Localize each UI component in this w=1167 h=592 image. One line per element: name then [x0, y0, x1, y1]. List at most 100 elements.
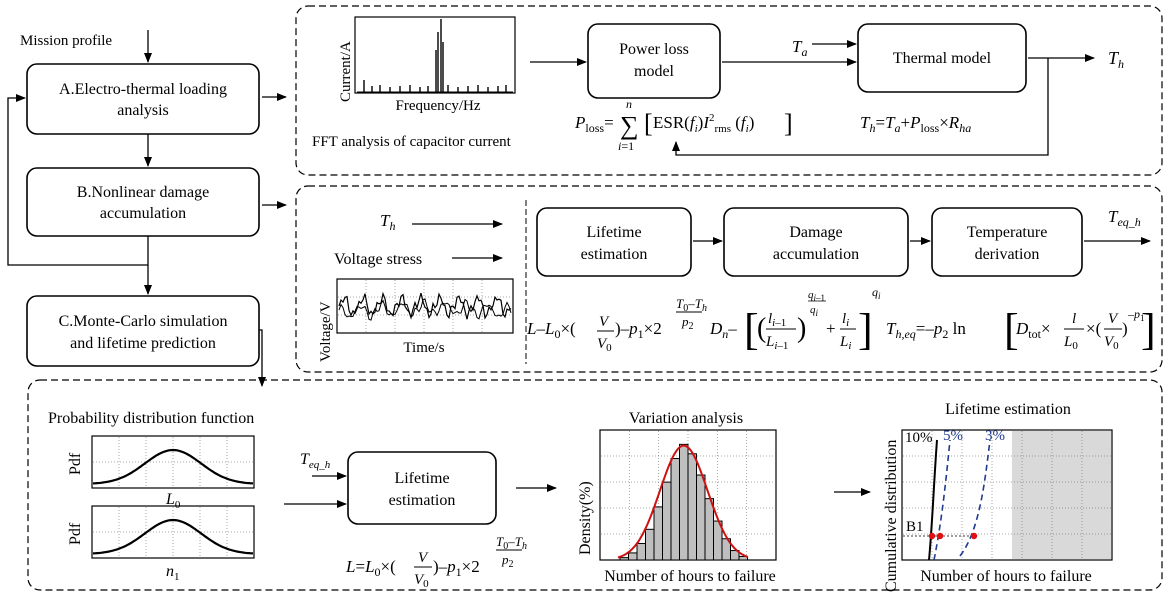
variation-title: Variation analysis [629, 410, 743, 427]
step-c-box [26, 295, 260, 367]
panel-a-border [295, 5, 1163, 176]
lifetime-estimation-box-c [347, 451, 497, 525]
histogram-bar [653, 506, 663, 561]
svg-text:qi–1: qi–1 [808, 289, 825, 303]
svg-text:×(: ×( [1086, 319, 1102, 338]
density-axis-label: Density(%) [577, 481, 594, 555]
svg-text:)–p1×2: )–p1×2 [615, 319, 662, 341]
n1-label: n1 [166, 563, 180, 583]
svg-text:): ) [797, 313, 806, 344]
histogram-bar [679, 443, 689, 561]
histogram-bar [738, 555, 748, 561]
b1-marker [928, 532, 936, 540]
lifetime-estimation-title: Lifetime estimation [945, 401, 1071, 418]
svg-text:[: [ [1004, 305, 1019, 354]
panel-b: Th Voltage stress Voltage/V Time/s Lifet… [295, 185, 1163, 373]
feedback-loop-arrow [7, 94, 148, 266]
histogram-fit-curve [617, 444, 749, 559]
step-a-line1: A.Electro-thermal loading [59, 81, 227, 98]
power-loss-box [587, 23, 721, 99]
thermal-model-label: Thermal model [893, 50, 992, 67]
thermal-model-box [857, 23, 1027, 93]
c-to-panel-arrow [258, 329, 266, 387]
time-axis-label: Time/s [403, 340, 444, 356]
pdf-curves [92, 437, 254, 557]
voltage-trace-2 [338, 298, 512, 321]
histogram-bar [704, 498, 714, 561]
histogram-bar [721, 538, 731, 561]
histogram-bar [696, 474, 706, 561]
svg-text:[: [ [744, 305, 759, 354]
power-loss-line1: Power loss [619, 41, 689, 58]
svg-text:V0: V0 [414, 572, 429, 590]
step-b-line2: accumulation [100, 205, 186, 222]
svg-text:(: ( [757, 313, 766, 344]
svg-text:]: ] [1141, 305, 1156, 354]
ploss-formula: Ploss= ∑ n i=1 [ ESR(fi)I2rms (fi) ] [574, 97, 793, 153]
histogram-bar [670, 458, 680, 561]
svg-text:V: V [1108, 311, 1119, 327]
damage-line2: accumulation [773, 246, 859, 263]
damage-accumulation-box [723, 207, 909, 277]
temperature-derivation-box [931, 207, 1083, 277]
left-flowchart: Mission profile A.Electro-thermal loadin… [7, 30, 287, 387]
svg-text:li: li [842, 311, 849, 329]
svg-text:n: n [626, 97, 632, 111]
svg-text:)–p1×2: )–p1×2 [433, 557, 480, 579]
lifetime-b-line2: estimation [581, 246, 648, 263]
voltage-stress-label: Voltage stress [334, 251, 422, 268]
mission-profile-label: Mission profile [20, 33, 112, 49]
histogram-bar [662, 481, 672, 561]
svg-text:V: V [418, 550, 429, 566]
fft-caption: FFT analysis of capacitor current [312, 134, 512, 150]
panel-b-border [295, 185, 1163, 373]
histogram-bar [619, 557, 629, 561]
svg-text:T0–Th: T0–Th [676, 296, 707, 314]
svg-text:p2: p2 [681, 314, 694, 332]
voltage-trace [338, 291, 512, 320]
pct-5-label: 5% [943, 428, 963, 444]
current-axis-label: Current/A [338, 41, 354, 102]
svg-text:qi: qi [810, 304, 819, 318]
svg-text:V: V [599, 314, 610, 330]
svg-text:l: l [1072, 311, 1076, 327]
svg-text:+: + [826, 319, 836, 338]
svg-text:qi: qi [872, 285, 881, 301]
lifetime-b-line1: Lifetime [586, 224, 641, 241]
step-a-line2: analysis [117, 102, 169, 119]
svg-text:V0: V0 [1104, 334, 1119, 352]
svg-text:L–L0×(: L–L0×( [526, 319, 576, 341]
lifetime-c-line1: Lifetime [394, 470, 449, 487]
svg-text:V0: V0 [597, 336, 612, 354]
pdf-l0-curve [92, 448, 254, 485]
histogram-bar [730, 550, 740, 561]
temperature-formula: Th,eq=–p2 ln [ Dtot× l L0 ×( V V0 ) –p1 … [886, 305, 1156, 354]
cumulative-axis-label: Cumulative distribution [883, 440, 900, 592]
voltage-axis-label: Voltage/V [318, 301, 334, 362]
panel-a: Current/A Frequency/Hz FFT analysis of c… [295, 5, 1163, 176]
svg-text:Th,eq=–p2 ln: Th,eq=–p2 ln [886, 319, 966, 341]
step-b-box [26, 167, 260, 237]
panel-c: Probability distribution function Pdf Pd… [27, 379, 1163, 592]
cdf-curve-3pct [959, 439, 991, 557]
lifetime-c-line2: estimation [389, 492, 456, 509]
teq-output-label: Teq_h [1108, 207, 1141, 229]
voltage-waveform [338, 280, 512, 332]
svg-text:p2: p2 [501, 552, 514, 570]
svg-text:]: ] [784, 109, 793, 138]
histogram-bar [636, 542, 646, 561]
step-c-line2: and lifetime prediction [70, 335, 216, 352]
svg-text:]: ] [858, 305, 873, 354]
cdf-curve-5pct [933, 439, 951, 561]
step-a-box [26, 63, 260, 135]
fft-plot-frame [354, 16, 516, 94]
temperature-line2: derivation [975, 246, 1040, 263]
damage-formula: Dn– [ ( li–1 Li–1 ) qi–1 qi + li Li ] qi [709, 285, 881, 354]
pdf-n1-curve [92, 518, 254, 555]
svg-text:L0: L0 [1063, 334, 1078, 352]
svg-text:Dn–: Dn– [709, 319, 737, 341]
b1-marker [936, 532, 944, 540]
lifetime-formula-b: L–L0×( V V0 )–p1×2 T0–Th p2 [526, 296, 707, 354]
lifetime-formula-c: L=L0×( V V0 )–p1×2 T0–Th p2 [345, 534, 527, 590]
svg-text:T0–Th: T0–Th [496, 534, 527, 552]
